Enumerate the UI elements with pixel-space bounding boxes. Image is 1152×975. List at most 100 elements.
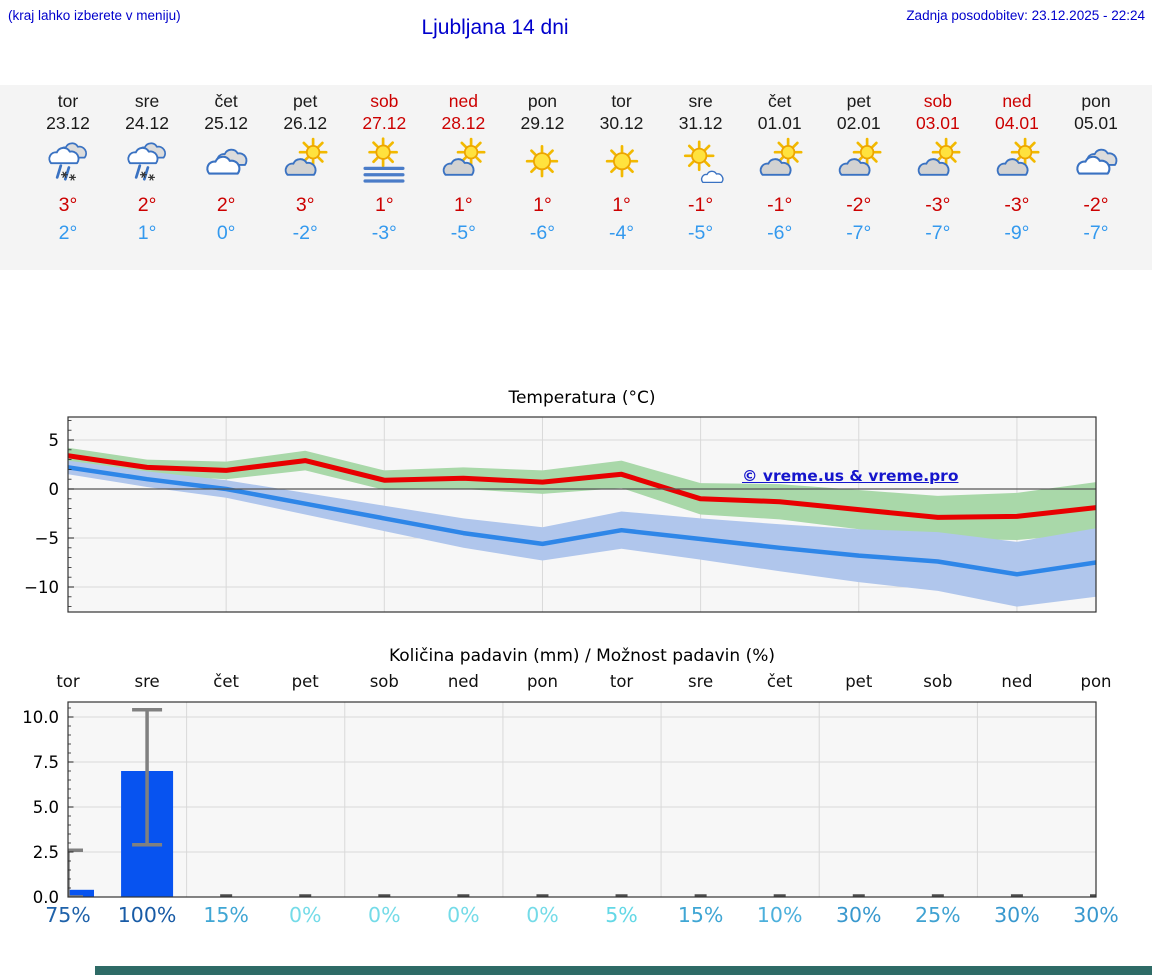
day-label: pon	[1081, 91, 1111, 111]
precip-day-label: sre	[134, 672, 160, 691]
day-label: ned	[1002, 91, 1032, 111]
precip-probability: 0%	[526, 903, 559, 927]
forecast-day: čet 01.01 -1° -6°	[738, 85, 822, 270]
partly-cloudy-icon	[421, 136, 505, 190]
forecast-day: čet 25.12 2° 0°	[184, 85, 268, 270]
temperature-chart: 5 0 −5 −10	[24, 416, 1097, 613]
precip-probability: 75%	[45, 903, 91, 927]
mostly-sunny-icon	[659, 136, 743, 190]
watermark-link[interactable]: © vreme.us & vreme.pro	[742, 467, 959, 485]
forecast-day: ned 04.01 -3° -9°	[975, 85, 1059, 270]
precip-day-label: tor	[609, 672, 634, 691]
precip-probability: 0%	[368, 903, 401, 927]
day-label: čet	[768, 91, 792, 111]
day-label: tor	[611, 91, 632, 111]
svg-text:0.0: 0.0	[33, 888, 59, 905]
precip-probability: 0%	[288, 903, 322, 927]
precip-probability: 5%	[605, 903, 638, 927]
svg-text:−10: −10	[24, 578, 59, 597]
high-temp: 1°	[454, 194, 473, 216]
date-label: 24.12	[125, 113, 169, 133]
low-temp: -7°	[925, 222, 951, 244]
forecast-day: sob 03.01 -3° -7°	[896, 85, 980, 270]
high-temp: 2°	[216, 194, 236, 216]
precip-day-label: pon	[1080, 672, 1112, 691]
precip-day-label: ned	[447, 672, 479, 691]
day-label: pon	[527, 91, 558, 111]
high-temp: 1°	[374, 194, 394, 216]
precip-day-label: čet	[213, 672, 239, 691]
precip-day-label: sob	[923, 672, 953, 691]
precip-day-label: ned	[1001, 672, 1033, 691]
day-label: sre	[688, 91, 713, 111]
last-update: Zadnja posodobitev: 23.12.2025 - 22:24	[906, 8, 1145, 23]
precip-probability: 15%	[203, 903, 249, 927]
partly-cloudy-icon	[975, 136, 1059, 190]
low-temp: 2°	[58, 222, 78, 244]
day-label: pet	[293, 91, 318, 111]
precip-day-label: sob	[369, 672, 399, 691]
svg-text:7.5: 7.5	[33, 753, 59, 772]
location-hint: (kraj lahko izberete v meniju)	[8, 8, 181, 23]
svg-text:5.0: 5.0	[33, 798, 59, 817]
precip-probability: 15%	[677, 903, 724, 927]
precip-day-label: pet	[845, 672, 873, 691]
low-temp: -6°	[529, 222, 556, 244]
precip-probability: 30%	[1073, 903, 1119, 927]
high-temp: -2°	[1083, 194, 1109, 216]
high-temp: 3°	[58, 194, 78, 216]
day-label: pet	[846, 91, 871, 111]
precipitation-chart: 0.0 2.5 5.0 7.5 10.0	[22, 701, 1097, 905]
sunny-icon	[580, 136, 664, 190]
date-label: 05.01	[1074, 113, 1118, 133]
date-label: 29.12	[520, 113, 565, 133]
forecast-day: tor 23.12 3° 2°	[26, 85, 110, 270]
day-label: tor	[57, 91, 79, 111]
day-label: sob	[370, 91, 399, 111]
high-temp: -3°	[1004, 194, 1030, 216]
page-title: Ljubljana 14 dni	[421, 16, 569, 39]
date-label: 03.01	[915, 113, 960, 133]
footer-strip	[95, 966, 1152, 975]
date-label: 30.12	[599, 113, 644, 133]
day-label: sob	[923, 91, 952, 111]
forecast-day: pet 26.12 3° -2°	[263, 85, 347, 270]
precip-day-label: tor	[56, 672, 80, 691]
forecast-day: sre 31.12 -1° -5°	[659, 85, 743, 270]
low-temp: -9°	[1004, 222, 1030, 244]
low-temp: -5°	[688, 222, 714, 244]
forecast-day: sob 27.12 1° -3°	[342, 85, 426, 270]
precip-probability: 30%	[835, 903, 882, 927]
high-temp: 1°	[612, 194, 631, 216]
forecast-day: pon 05.01 -2° -7°	[1054, 85, 1138, 270]
precip-probability: 100%	[117, 903, 177, 927]
cloudy-icon	[1054, 136, 1138, 190]
high-temp: -1°	[767, 194, 793, 216]
high-temp: 2°	[137, 194, 157, 216]
date-label: 25.12	[204, 113, 249, 133]
precip-day-label: sre	[688, 672, 714, 691]
svg-text:10.0: 10.0	[22, 708, 59, 727]
forecast-day: pon 29.12 1° -6°	[500, 85, 584, 270]
partly-cloudy-icon	[817, 136, 901, 190]
low-temp: -2°	[292, 222, 318, 244]
precip-probability-row: 75% 100% 15% 0% 0% 0% 0% 5% 15% 10% 30% 25% 30% 30%	[0, 903, 1152, 933]
high-temp: -2°	[846, 194, 872, 216]
forecast-strip: tor 23.12 3° 2° sre 24.12 2° 1° čet 25.12 2° 0° pet 2…	[0, 85, 1152, 270]
day-label: čet	[214, 91, 238, 111]
precip-day-labels: tor sre čet pet sob ned pon tor sre čet pet sob ned p…	[0, 672, 1152, 696]
low-temp: -7°	[846, 222, 872, 244]
date-label: 01.01	[757, 113, 802, 133]
date-label: 23.12	[46, 113, 90, 133]
high-temp: 3°	[295, 194, 315, 216]
precip-probability: 0%	[447, 903, 480, 927]
date-label: 31.12	[678, 113, 723, 133]
temperature-chart-title: Temperatura (°C)	[508, 388, 656, 408]
svg-text:−5: −5	[35, 529, 59, 548]
fog-sun-icon	[342, 136, 426, 190]
svg-text:2.5: 2.5	[33, 843, 59, 862]
low-temp: -3°	[371, 222, 397, 244]
precip-probability: 25%	[915, 903, 961, 927]
precip-day-label: pon	[526, 672, 558, 691]
day-label: ned	[448, 91, 478, 111]
